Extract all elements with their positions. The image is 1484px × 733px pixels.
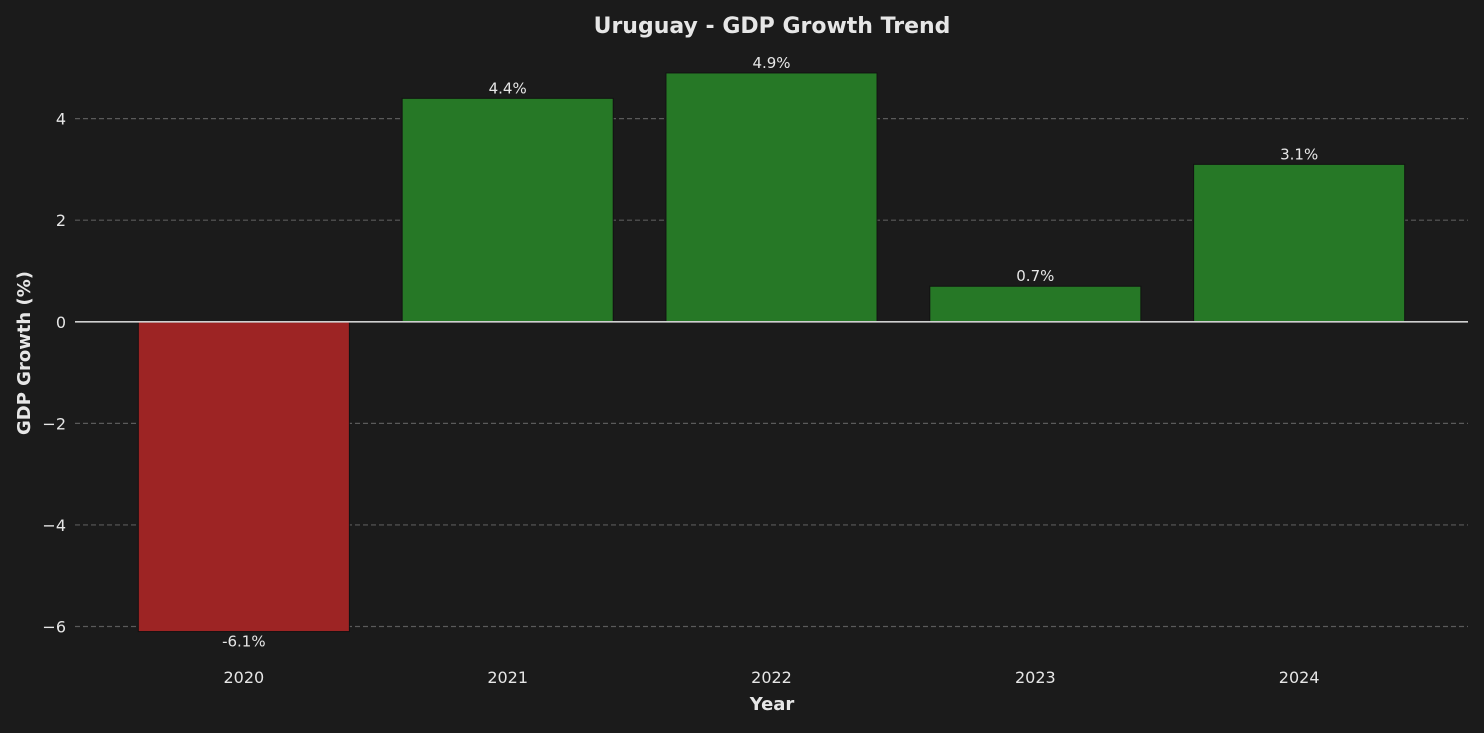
y-tick-label: 4 (56, 110, 66, 129)
chart-title: Uruguay - GDP Growth Trend (594, 14, 951, 39)
data-label: -6.1% (222, 633, 266, 651)
bar-2020 (137, 321, 350, 633)
y-tick-label: −2 (42, 414, 66, 433)
y-ticks: −6 −4 −2 0 2 4 (42, 110, 66, 637)
bar-2021 (401, 97, 614, 323)
data-label: 4.9% (752, 54, 790, 72)
bar-2022 (665, 72, 878, 323)
y-tick-label: 0 (56, 313, 66, 332)
bars (75, 72, 1468, 633)
x-tick-label: 2023 (1015, 668, 1056, 687)
data-label: 3.1% (1280, 145, 1318, 163)
y-axis-label: GDP Growth (%) (14, 271, 35, 435)
x-tick-label: 2020 (223, 668, 264, 687)
data-labels: -6.1% 4.4% 4.9% 0.7% 3.1% (222, 54, 1318, 651)
y-tick-label: 2 (56, 211, 66, 230)
bar-2024 (1193, 163, 1406, 323)
x-tick-label: 2024 (1279, 668, 1320, 687)
x-ticks: 2020 2021 2022 2023 2024 (223, 668, 1319, 687)
data-label: 0.7% (1016, 267, 1054, 285)
x-axis-label: Year (749, 694, 795, 715)
y-tick-label: −4 (42, 516, 66, 535)
x-tick-label: 2022 (751, 668, 792, 687)
y-tick-label: −6 (42, 617, 66, 636)
data-label: 4.4% (489, 79, 527, 97)
bar-2023 (929, 285, 1142, 323)
x-tick-label: 2021 (487, 668, 528, 687)
